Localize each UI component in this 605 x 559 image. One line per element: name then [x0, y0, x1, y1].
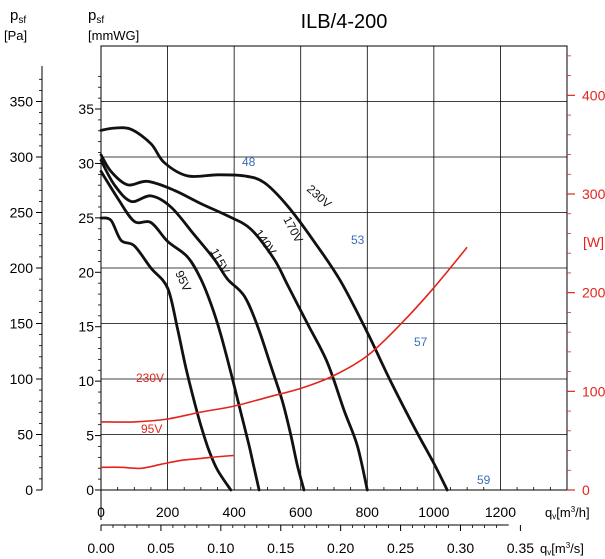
- y-axis-pa-sub: sf: [18, 15, 26, 26]
- x-tick-label-m3s: 0.10: [207, 540, 234, 556]
- y-axis-pa-label: psf [Pa]: [4, 7, 27, 43]
- x-ticks-m3h: 0 200 400 600 800 1000 1200: [97, 487, 551, 520]
- y-axis-mmwg-main: p: [88, 7, 96, 24]
- y-tick-label-pa: 0: [25, 482, 33, 498]
- power-axis-unit: [W]: [583, 234, 604, 250]
- y-tick-label-power: 300: [582, 186, 605, 202]
- y-axis-mmwg-label: psf [mmWG]: [88, 7, 139, 43]
- y-tick-label-mmwg: 25: [78, 210, 94, 226]
- grid: [100, 45, 568, 491]
- pressure-curve-95v: [99, 216, 233, 492]
- x-tick-label-m3h: 1000: [418, 504, 449, 520]
- x-axis-m3s-label: qv[m3/s]: [540, 541, 584, 557]
- x-tick-label-m3s: 0.30: [447, 540, 474, 556]
- y-tick-label-mmwg: 5: [86, 428, 94, 444]
- y-tick-label-pa: 300: [10, 149, 34, 165]
- y-axis-pa-unit: [Pa]: [4, 28, 27, 43]
- y-tick-label-mmwg: 15: [78, 319, 94, 335]
- x-tick-label-m3h: 0: [97, 504, 105, 520]
- y-tick-label-pa: 250: [10, 205, 34, 221]
- x-tick-label-m3s: 0.25: [387, 540, 414, 556]
- power-label-95v: 95V: [141, 422, 162, 436]
- pressure-curve-170v: [99, 153, 369, 492]
- y-tick-label-pa: 100: [10, 371, 34, 387]
- power-curve-230v: [100, 246, 468, 423]
- y-tick-label-pa: 50: [17, 427, 33, 443]
- x-tick-label-m3s: 0.00: [87, 540, 114, 556]
- y-tick-label-mmwg: 0: [86, 482, 94, 498]
- annotation-57: 57: [414, 335, 428, 349]
- pressure-curves: [99, 126, 449, 492]
- annotation-59: 59: [477, 473, 491, 487]
- pressure-curve-230v: [99, 126, 449, 492]
- y-ticks-power: 0 100 200 300 400: [567, 55, 605, 498]
- pressure-label-95v: 95V: [172, 268, 194, 293]
- pressure-curve-115v: [99, 170, 261, 492]
- x-tick-label-m3h: 200: [156, 504, 180, 520]
- annotation-48: 48: [242, 155, 256, 169]
- y-tick-label-pa: 200: [10, 260, 34, 276]
- y-axis-mmwg-sub: sf: [96, 15, 104, 26]
- x-tick-label-m3s: 0.15: [267, 540, 294, 556]
- pressure-label-140v: 140V: [252, 227, 280, 258]
- y-tick-label-power: 100: [582, 383, 605, 399]
- x-tick-label-m3s: 0.20: [327, 540, 354, 556]
- y-ticks-pa: 0 50 100 150 200 250 300 350: [10, 78, 42, 498]
- power-curve-95v: [100, 454, 235, 470]
- x-tick-label-m3s: 0.35: [507, 540, 534, 556]
- y-tick-label-mmwg: 30: [78, 155, 94, 171]
- y-tick-label-mmwg: 35: [78, 101, 94, 117]
- svg-text:psf: psf: [88, 7, 104, 26]
- y-tick-label-mmwg: 20: [78, 264, 94, 280]
- chart-title: ILB/4-200: [301, 11, 388, 33]
- y-axis-pa-main: p: [10, 7, 18, 24]
- x-tick-label-m3h: 800: [356, 504, 380, 520]
- svg-text:psf: psf: [10, 7, 26, 26]
- pressure-label-115v: 115V: [207, 246, 232, 277]
- y-axis-mmwg-unit: [mmWG]: [88, 28, 139, 43]
- y-tick-label-power: 400: [582, 87, 605, 103]
- power-label-230v: 230V: [136, 371, 164, 385]
- axes: [41, 66, 509, 526]
- x-tick-label-m3h: 400: [222, 504, 246, 520]
- y-tick-label-mmwg: 10: [78, 373, 94, 389]
- y-tick-label-power: 200: [582, 285, 605, 301]
- x-tick-label-m3h: 1200: [485, 504, 516, 520]
- x-ticks-m3s: 0.00 0.05 0.10 0.15 0.20 0.25 0.30 0.35: [87, 525, 534, 556]
- y-tick-label-pa: 150: [10, 316, 34, 332]
- pressure-curve-140v: [99, 158, 306, 492]
- power-curves: [100, 246, 468, 470]
- pressure-label-170v: 170V: [280, 214, 306, 245]
- x-tick-label-m3h: 600: [289, 504, 313, 520]
- y-ticks-mmwg: 0 5 10 15 20 25 30 35: [78, 75, 101, 498]
- annotation-53: 53: [351, 233, 365, 247]
- y-tick-label-power: 0: [582, 482, 590, 498]
- x-axis-m3h-label: qv[m3/h]: [545, 505, 590, 521]
- x-tick-label-m3s: 0.05: [147, 540, 174, 556]
- y-tick-label-pa: 350: [10, 94, 34, 110]
- pressure-label-230v: 230V: [304, 182, 334, 211]
